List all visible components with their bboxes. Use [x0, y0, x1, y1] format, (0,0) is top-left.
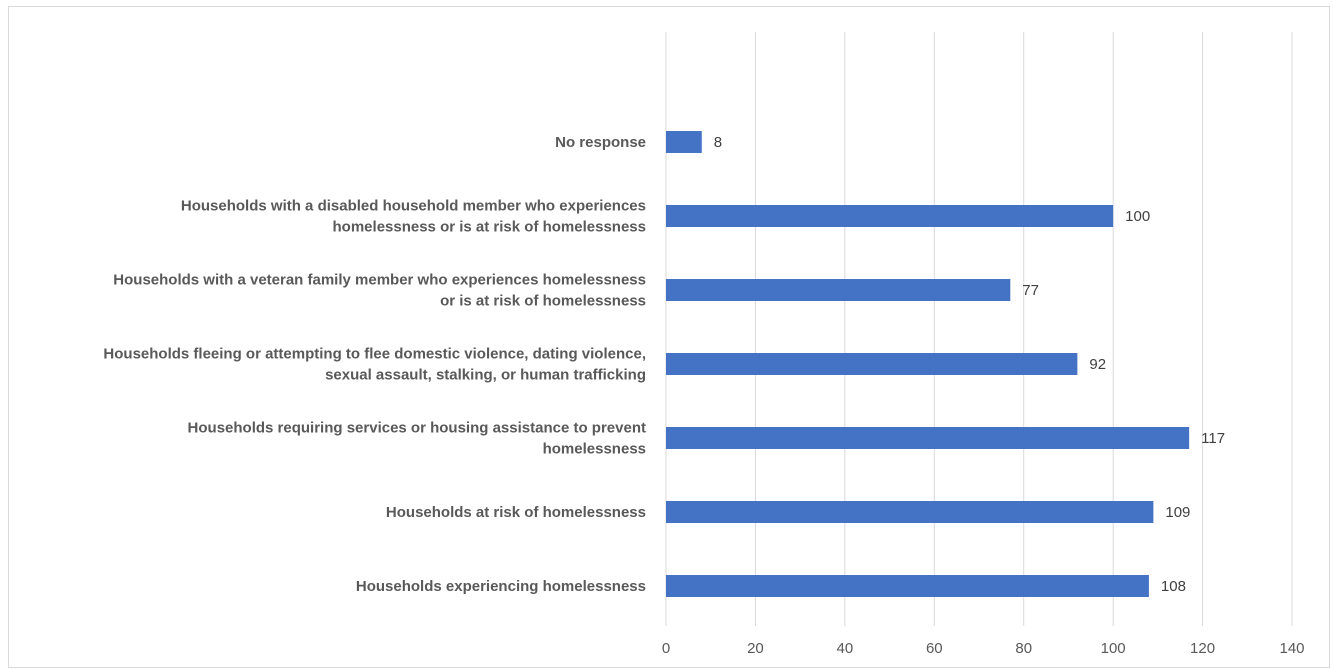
x-tick-label: 80: [1015, 640, 1032, 657]
bar: [666, 501, 1154, 523]
category-label: homelessness or is at risk of homelessne…: [333, 219, 646, 236]
data-label: 109: [1165, 504, 1190, 521]
bar: [666, 131, 702, 153]
category-label: Households fleeing or attempting to flee…: [103, 346, 646, 363]
x-tick-label: 20: [747, 640, 764, 657]
x-tick-label: 120: [1190, 640, 1215, 657]
data-label: 100: [1125, 208, 1150, 225]
data-label: 117: [1201, 430, 1225, 447]
category-label: or is at risk of homelessness: [440, 293, 646, 310]
category-label: Households at risk of homelessness: [386, 504, 646, 521]
bar: [666, 353, 1078, 375]
bar: [666, 205, 1114, 227]
x-tick-label: 60: [926, 640, 943, 657]
x-tick-label: 140: [1279, 640, 1304, 657]
x-tick-label: 100: [1101, 640, 1126, 657]
bar: [666, 427, 1190, 449]
category-label: No response: [555, 134, 646, 151]
category-label: Households experiencing homelessness: [356, 578, 646, 595]
category-label: Households with a veteran family member …: [113, 272, 646, 289]
category-label: sexual assault, stalking, or human traff…: [325, 367, 646, 384]
category-label: homelessness: [543, 441, 646, 458]
data-label: 108: [1161, 578, 1186, 595]
data-label: 77: [1022, 282, 1039, 299]
data-label: 92: [1089, 356, 1106, 373]
bar: [666, 575, 1149, 597]
category-label: Households with a disabled household mem…: [181, 198, 646, 215]
chart-frame: [8, 6, 1330, 668]
x-tick-label: 0: [662, 640, 670, 657]
bar: [666, 279, 1011, 301]
data-label: 8: [714, 134, 722, 151]
x-tick-label: 40: [837, 640, 854, 657]
category-label: Households requiring services or housing…: [188, 420, 646, 437]
